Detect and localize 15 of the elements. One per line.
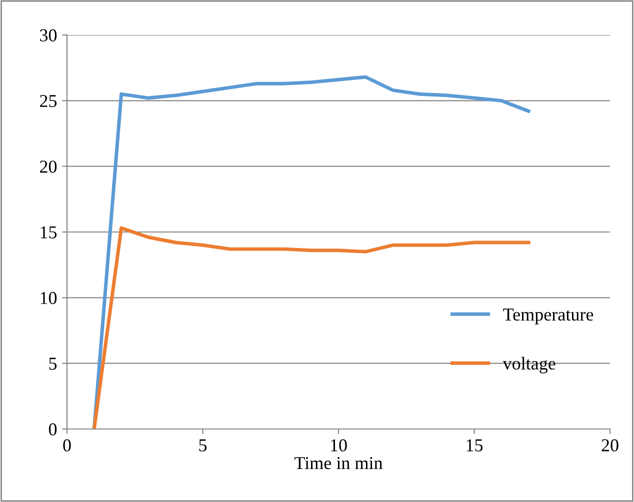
x-tick-label: 15: [466, 439, 483, 452]
y-tick-label: 5: [49, 358, 57, 370]
x-tick-label: 5: [199, 439, 207, 452]
y-tick-label: 15: [40, 226, 57, 238]
y-tick-label: 10: [40, 292, 57, 304]
y-tick-label: 30: [40, 29, 57, 42]
y-tick-label: 25: [40, 94, 57, 108]
x-axis-title: Time in min: [294, 457, 383, 470]
y-tick-label: 0: [48, 423, 57, 436]
x-tick-label: 20: [602, 439, 618, 452]
x-tick-label: 0: [63, 439, 71, 452]
legend-label: Temperature: [503, 308, 594, 324]
y-tick-label: 20: [40, 160, 57, 173]
legend-label: voltage: [502, 356, 556, 374]
x-tick-label: 10: [331, 439, 347, 452]
